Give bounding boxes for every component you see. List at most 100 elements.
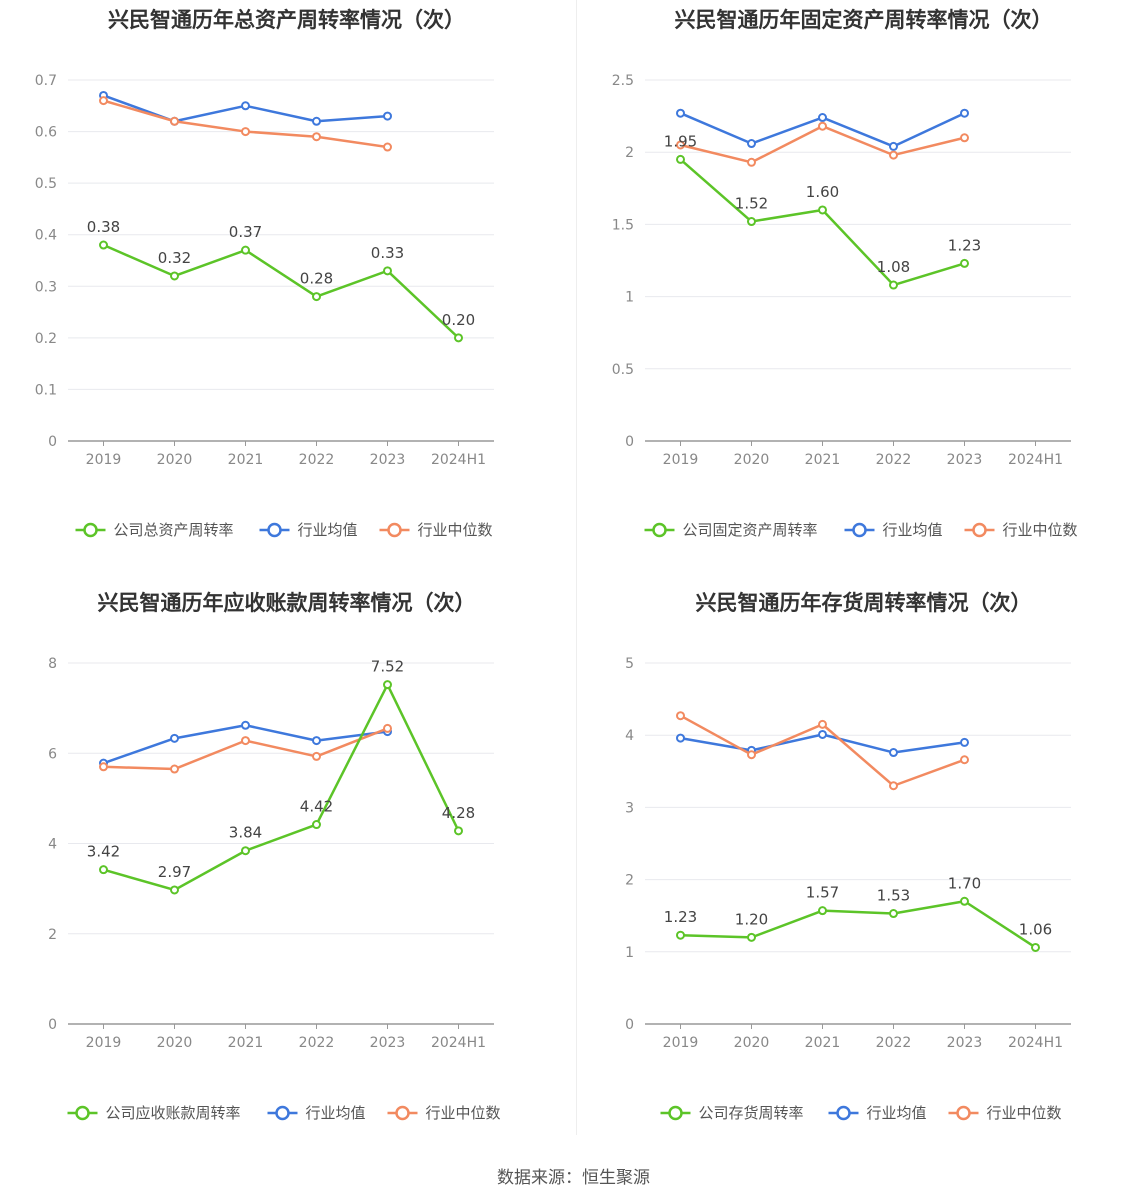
legend-item-median[interactable]: 行业中位数 xyxy=(387,1104,501,1122)
data-point-mean[interactable] xyxy=(312,116,321,126)
data-point-median[interactable] xyxy=(99,762,108,772)
legend-label: 行业中位数 xyxy=(418,521,493,539)
data-point-mean[interactable] xyxy=(889,141,898,151)
data-point-company[interactable] xyxy=(170,271,179,281)
data-point-company[interactable] xyxy=(960,258,969,268)
data-point-median[interactable] xyxy=(747,157,756,167)
data-point-company[interactable] xyxy=(312,820,321,830)
y-tick-label: 0.6 xyxy=(35,125,57,141)
data-label: 0.32 xyxy=(158,249,191,267)
data-point-median[interactable] xyxy=(747,750,756,760)
data-point-mean[interactable] xyxy=(312,736,321,746)
data-point-median[interactable] xyxy=(818,121,827,131)
y-tick-label: 1 xyxy=(625,290,634,306)
data-point-median[interactable] xyxy=(889,150,898,160)
data-point-mean[interactable] xyxy=(960,737,969,747)
legend-item-company[interactable]: 公司应收账款周转率 xyxy=(67,1104,241,1122)
data-point-company[interactable] xyxy=(170,885,179,895)
data-point-company[interactable] xyxy=(454,333,463,343)
legend-item-mean[interactable]: 行业均值 xyxy=(844,521,943,539)
data-point-median[interactable] xyxy=(676,140,685,150)
data-point-median[interactable] xyxy=(383,142,392,152)
data-point-company[interactable] xyxy=(241,846,250,856)
legend-item-median[interactable]: 行业中位数 xyxy=(948,1104,1062,1122)
x-tick-label: 2022 xyxy=(876,1035,912,1051)
y-tick-label: 2 xyxy=(48,927,57,943)
data-point-company[interactable] xyxy=(747,217,756,227)
data-point-mean[interactable] xyxy=(241,101,250,111)
legend-label: 行业中位数 xyxy=(1003,521,1078,539)
legend-marker xyxy=(956,1105,971,1121)
data-point-median[interactable] xyxy=(99,96,108,106)
data-point-median[interactable] xyxy=(676,711,685,721)
legend-item-mean[interactable]: 行业均值 xyxy=(267,1104,366,1122)
legend-item-mean[interactable]: 行业均值 xyxy=(259,521,358,539)
data-point-company[interactable] xyxy=(818,906,827,916)
data-point-company[interactable] xyxy=(1031,942,1040,952)
data-point-mean[interactable] xyxy=(818,113,827,123)
data-point-company[interactable] xyxy=(889,909,898,919)
legend-item-median[interactable]: 行业中位数 xyxy=(964,521,1078,539)
y-tick-label: 0 xyxy=(625,434,634,450)
x-tick-label: 2023 xyxy=(370,452,406,468)
x-tick-label: 2020 xyxy=(157,452,193,468)
data-point-company[interactable] xyxy=(241,245,250,255)
data-point-median[interactable] xyxy=(889,781,898,791)
data-point-median[interactable] xyxy=(312,132,321,142)
x-tick-label: 2021 xyxy=(805,452,841,468)
data-point-mean[interactable] xyxy=(889,748,898,758)
x-tick-label: 2024H1 xyxy=(1008,452,1063,468)
data-point-mean[interactable] xyxy=(960,108,969,118)
data-point-median[interactable] xyxy=(241,127,250,137)
x-tick-label: 2022 xyxy=(299,1035,335,1051)
series-line-company xyxy=(103,683,460,892)
data-point-median[interactable] xyxy=(241,736,250,746)
data-point-company[interactable] xyxy=(960,896,969,906)
data-point-company[interactable] xyxy=(747,932,756,942)
legend-item-company[interactable]: 公司存货周转率 xyxy=(660,1104,804,1122)
legend-label: 公司应收账款周转率 xyxy=(106,1104,241,1122)
data-point-mean[interactable] xyxy=(676,108,685,118)
y-tick-label: 0.4 xyxy=(35,228,57,244)
legend-item-mean[interactable]: 行业均值 xyxy=(828,1104,927,1122)
data-point-mean[interactable] xyxy=(747,139,756,149)
legend-item-company[interactable]: 公司总资产周转率 xyxy=(75,521,234,539)
panel-divider xyxy=(576,0,577,1135)
data-point-mean[interactable] xyxy=(241,720,250,730)
y-tick-label: 4 xyxy=(48,837,57,853)
data-point-company[interactable] xyxy=(818,205,827,215)
data-point-median[interactable] xyxy=(960,755,969,765)
data-point-mean[interactable] xyxy=(818,729,827,739)
data-point-company[interactable] xyxy=(889,280,898,290)
x-tick-label: 2019 xyxy=(86,452,122,468)
y-tick-label: 0.2 xyxy=(35,331,57,347)
x-tick-label: 2024H1 xyxy=(431,1035,486,1051)
data-point-median[interactable] xyxy=(170,764,179,774)
data-point-company[interactable] xyxy=(676,930,685,940)
data-point-median[interactable] xyxy=(383,723,392,733)
data-point-company[interactable] xyxy=(312,292,321,302)
data-point-company[interactable] xyxy=(99,865,108,875)
data-point-mean[interactable] xyxy=(170,733,179,743)
data-point-company[interactable] xyxy=(99,240,108,250)
series-line-company xyxy=(680,900,1037,949)
data-point-company[interactable] xyxy=(454,826,463,836)
x-tick-label: 2022 xyxy=(876,452,912,468)
data-point-mean[interactable] xyxy=(383,111,392,121)
data-point-median[interactable] xyxy=(170,116,179,126)
legend-item-median[interactable]: 行业中位数 xyxy=(379,521,493,539)
data-point-company[interactable] xyxy=(676,154,685,164)
data-label: 0.20 xyxy=(442,311,475,329)
data-point-company[interactable] xyxy=(383,680,392,690)
data-point-median[interactable] xyxy=(818,719,827,729)
line-chart: 0 2 4 6 8 2019 2020 2021 2022 2023 2024H1 3.42 2.97 3… xyxy=(48,656,501,1122)
data-label: 1.23 xyxy=(948,236,981,254)
legend-item-company[interactable]: 公司固定资产周转率 xyxy=(644,521,818,539)
legend-label: 公司固定资产周转率 xyxy=(683,521,818,539)
chart-title: 兴民智通历年存货周转率情况（次） xyxy=(695,591,1032,615)
data-point-mean[interactable] xyxy=(676,733,685,743)
data-point-median[interactable] xyxy=(960,133,969,143)
y-tick-label: 0.5 xyxy=(35,176,57,192)
data-point-median[interactable] xyxy=(312,751,321,761)
data-point-company[interactable] xyxy=(383,266,392,276)
